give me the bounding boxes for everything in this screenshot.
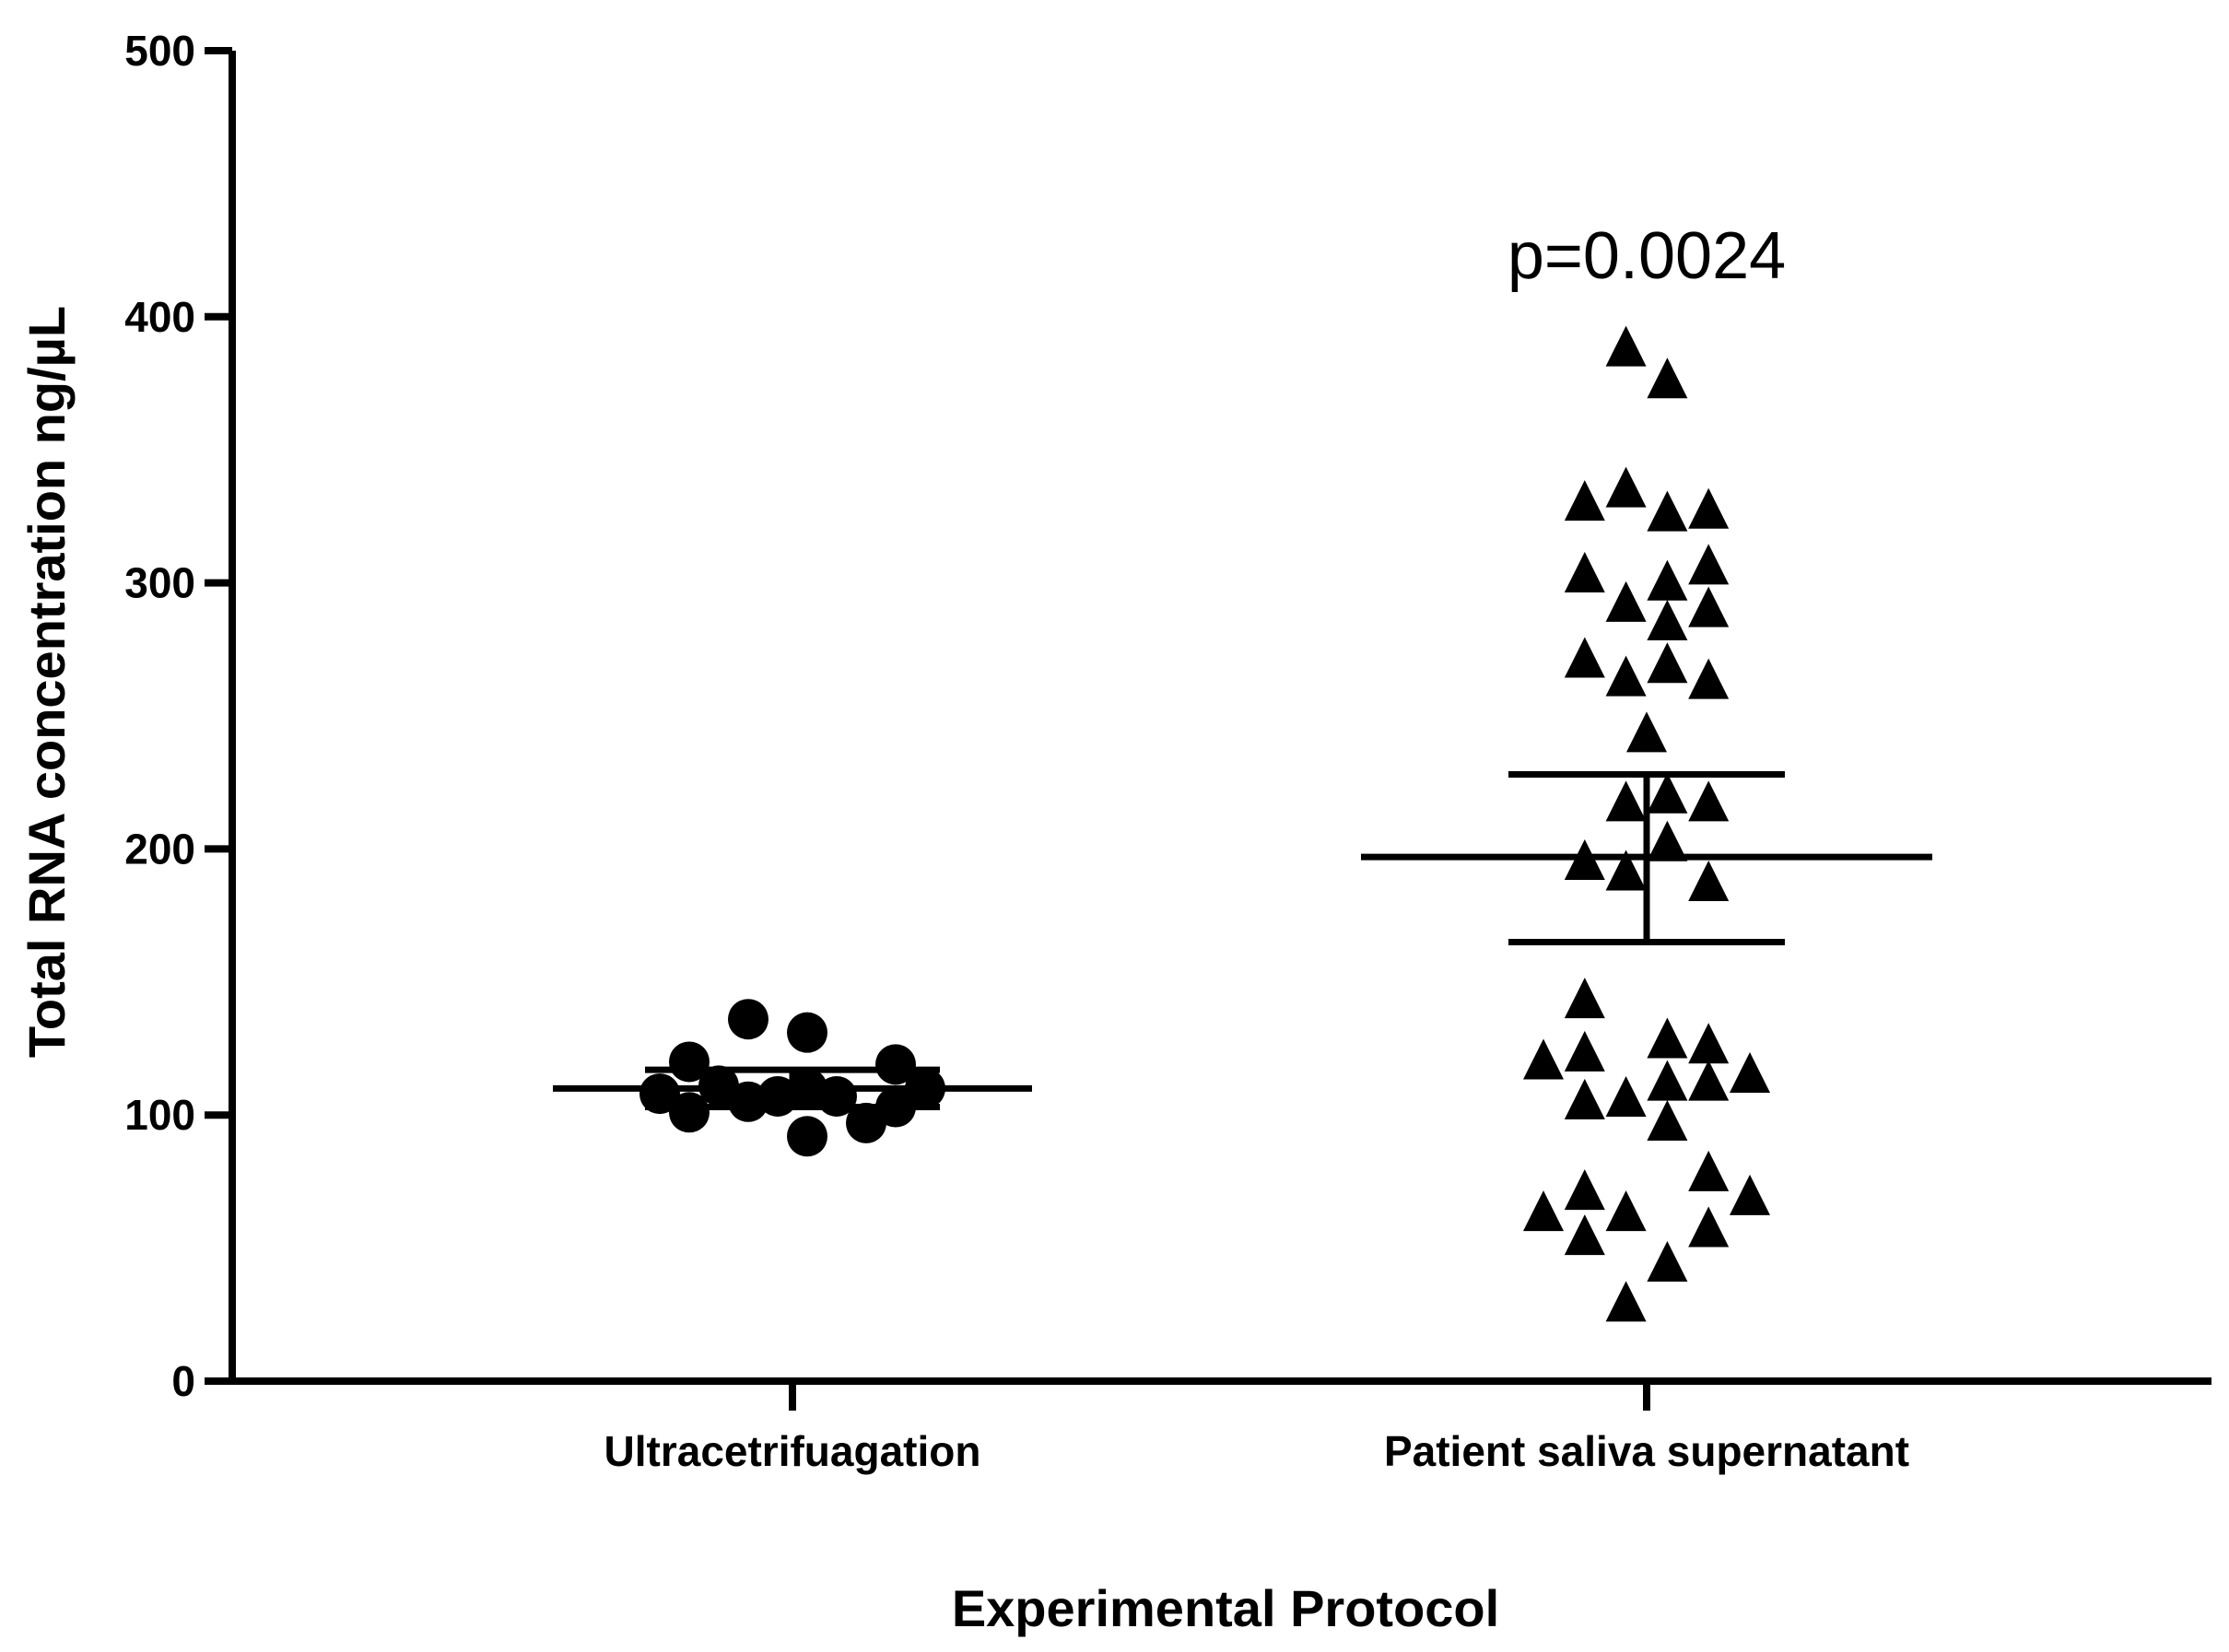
data-point <box>1523 1038 1564 1080</box>
data-point <box>1688 861 1730 902</box>
data-point <box>1564 480 1605 521</box>
y-tick-label: 0 <box>171 1357 195 1405</box>
data-point <box>1564 552 1605 593</box>
data-point <box>1647 1060 1688 1101</box>
data-point <box>875 1044 916 1085</box>
x-tick-label: Patient saliva supernatant <box>1384 1427 1909 1475</box>
x-tick-label: Ultracetrifuagation <box>604 1427 981 1475</box>
data-point <box>728 999 768 1040</box>
data-point <box>1605 1281 1647 1322</box>
x-axis-title: Experimental Protocol <box>952 1579 1499 1637</box>
data-point <box>1688 586 1730 627</box>
data-groups <box>553 325 1932 1322</box>
y-axis-title: Total RNA concentration ng/µL <box>18 306 76 1058</box>
data-point <box>1730 1051 1770 1093</box>
axes: 0 100 200 300 400 500 Ultracetrifuagation Patie… <box>124 27 2211 1475</box>
data-point <box>1647 1099 1688 1141</box>
data-point <box>1564 1078 1605 1119</box>
data-point <box>1564 637 1605 678</box>
group-saliva-supernatant <box>1361 325 1932 1322</box>
data-point <box>1647 772 1688 814</box>
data-point <box>1688 544 1730 585</box>
p-value-annotation: p=0.0024 <box>1508 219 1786 293</box>
y-tick-label: 400 <box>124 293 195 341</box>
data-point <box>1688 487 1730 529</box>
y-tick-label: 300 <box>124 559 195 607</box>
data-point <box>1688 1060 1730 1101</box>
data-point <box>1647 600 1688 641</box>
data-point <box>1605 849 1647 891</box>
y-tick-label: 500 <box>124 27 195 75</box>
data-point <box>1564 1214 1605 1256</box>
data-point <box>787 1012 827 1053</box>
y-tick-label: 100 <box>124 1091 195 1139</box>
data-point <box>1605 325 1647 367</box>
data-point <box>1688 658 1730 699</box>
data-point <box>1564 1030 1605 1072</box>
data-point <box>1647 559 1688 601</box>
data-point <box>1647 820 1688 861</box>
data-point <box>1688 1206 1730 1248</box>
data-point <box>1647 1017 1688 1059</box>
data-point <box>1564 978 1605 1019</box>
data-point <box>1626 711 1667 753</box>
data-point <box>1564 1169 1605 1211</box>
group-ultracentrifugation <box>553 999 1032 1157</box>
data-point <box>1647 1241 1688 1283</box>
data-point <box>1605 466 1647 508</box>
data-point <box>1688 1150 1730 1191</box>
data-point <box>1605 1075 1647 1117</box>
data-point <box>669 1092 710 1133</box>
data-point <box>1730 1174 1770 1215</box>
data-point <box>1605 580 1647 622</box>
data-point <box>1605 1190 1647 1232</box>
y-tick-label: 200 <box>124 825 195 873</box>
data-point <box>1647 357 1688 399</box>
data-point <box>1523 1190 1564 1232</box>
data-point <box>1647 642 1688 684</box>
data-point <box>787 1116 827 1157</box>
data-point <box>1647 490 1688 532</box>
data-point <box>1688 1023 1730 1064</box>
data-point <box>1688 780 1730 822</box>
data-point <box>1605 780 1647 822</box>
data-point <box>1605 655 1647 697</box>
